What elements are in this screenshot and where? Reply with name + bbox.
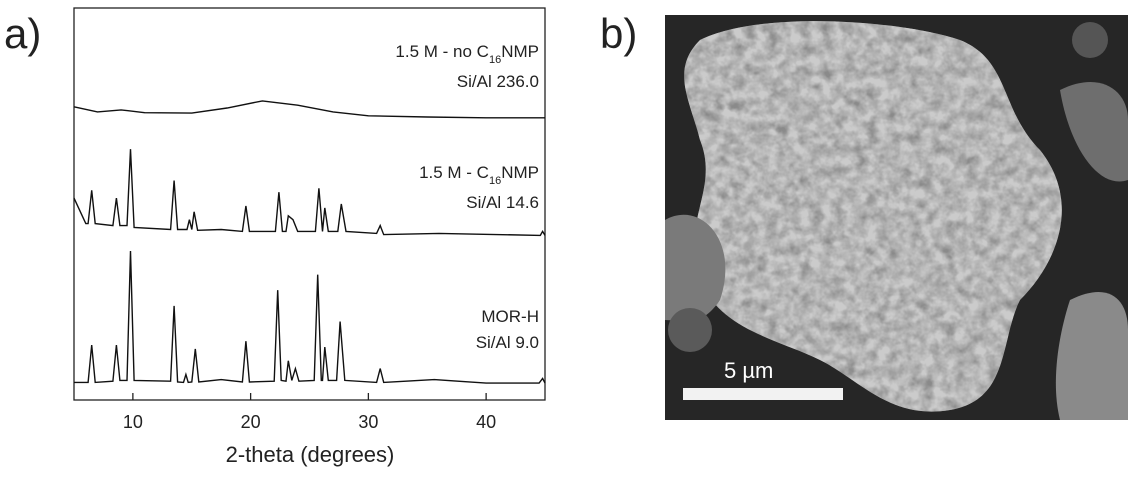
trace-label-part: 1.5 M - no C: [395, 42, 489, 61]
trace-ratio: Si/Al 236.0: [457, 72, 539, 91]
trace-label-part: MOR-H: [481, 307, 539, 326]
scale-bar: [683, 388, 843, 400]
trace-label: MOR-H: [481, 307, 539, 326]
x-tick-label: 40: [476, 412, 496, 432]
panel-label: a): [4, 10, 41, 57]
trace-label-part: 16: [489, 175, 501, 187]
x-tick-label: 30: [358, 412, 378, 432]
trace-ratio: Si/Al 9.0: [476, 333, 539, 352]
xrd-trace: [74, 251, 545, 383]
x-tick-label: 20: [241, 412, 261, 432]
scale-bar-label: 5 µm: [724, 358, 773, 383]
trace-label-part: 1.5 M - C: [419, 163, 489, 182]
x-tick-label: 10: [123, 412, 143, 432]
panel-label: b): [600, 10, 637, 57]
trace-label: 1.5 M - C16NMP: [419, 163, 539, 187]
trace-label: 1.5 M - no C16NMP: [395, 42, 539, 66]
trace-label-part: NMP: [501, 163, 539, 182]
trace-label-part: NMP: [501, 42, 539, 61]
xrd-trace: [74, 101, 545, 118]
trace-ratio: Si/Al 14.6: [466, 193, 539, 212]
x-axis-label: 2-theta (degrees): [226, 442, 395, 467]
trace-label-part: 16: [489, 54, 501, 66]
figure: a) b) 5 µm 2-theta (degrees) 10 20 30 40 1.5…: [0, 0, 1128, 472]
